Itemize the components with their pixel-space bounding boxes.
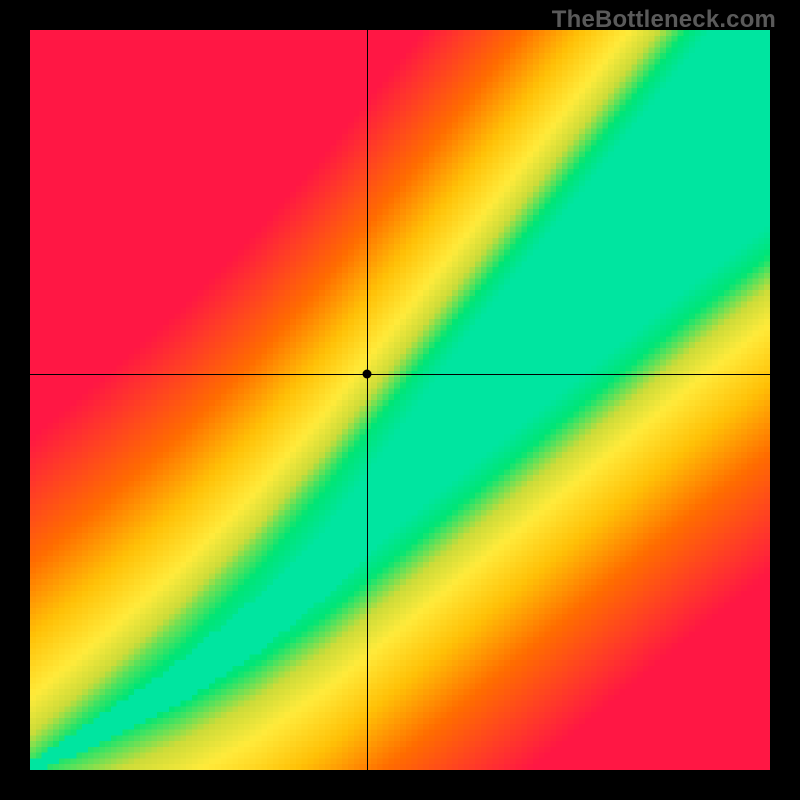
crosshair-vertical [367,30,368,770]
heatmap-plot [30,30,770,770]
crosshair-marker [362,370,371,379]
heatmap-canvas [30,30,770,770]
watermark-text: TheBottleneck.com [552,6,776,34]
crosshair-horizontal [30,374,770,375]
